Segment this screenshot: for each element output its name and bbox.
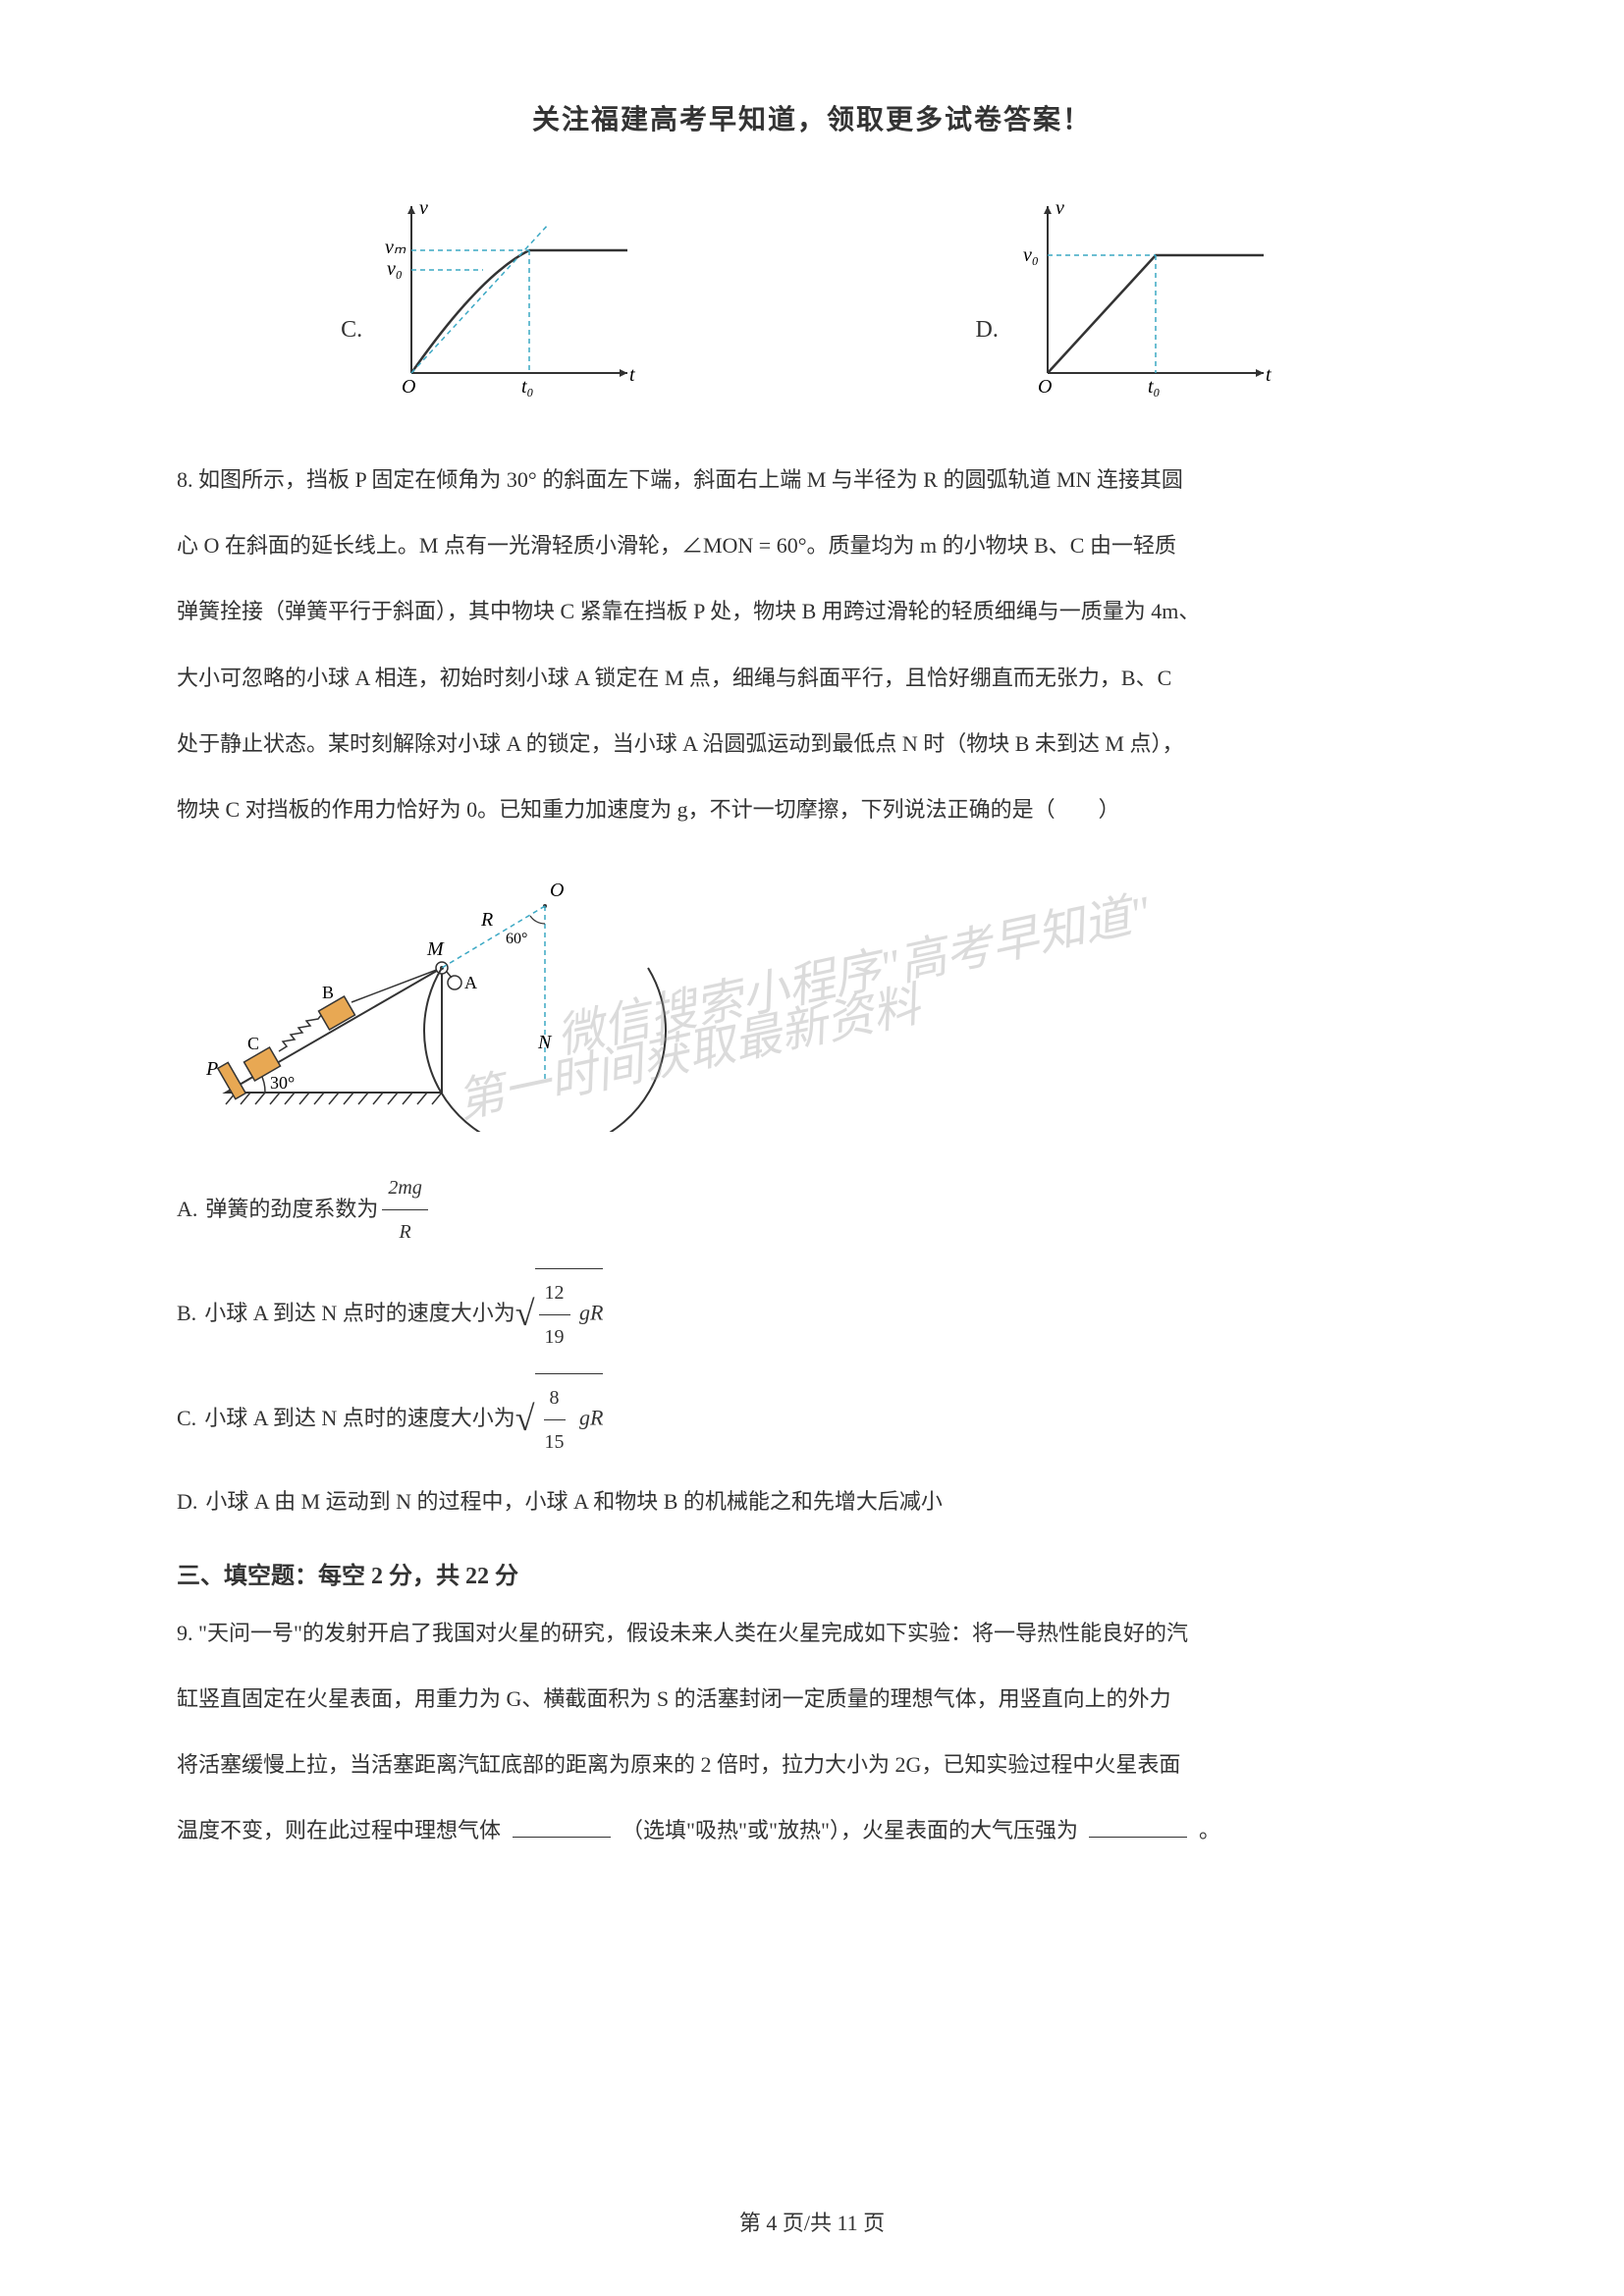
option-d-label: D.	[177, 1478, 197, 1525]
q8-line3: 弹簧拴接（弹簧平行于斜面），其中物块 C 紧靠在挡板 P 处，物块 B 用跨过滑…	[177, 583, 1447, 639]
graph-d-label: D.	[975, 317, 998, 344]
option-b-text: 小球 A 到达 N 点时的速度大小为	[204, 1290, 515, 1337]
option-c-den: 15	[539, 1420, 570, 1464]
option-b-den: 19	[539, 1315, 570, 1359]
option-d-text: 小球 A 由 M 运动到 N 的过程中，小球 A 和物块 B 的机械能之和先增大…	[205, 1478, 942, 1525]
option-a-text: 弹簧的劲度系数为	[205, 1186, 378, 1233]
page-container: 关注福建高考早知道，领取更多试卷答案！ C. v₀	[0, 0, 1624, 1927]
page-footer: 第 4 页/共 11 页	[0, 2206, 1624, 2237]
q8-line2: 心 O 在斜面的延长线上。M 点有一光滑轻质小滑轮，∠MON = 60°。质量均…	[177, 517, 1447, 573]
label-N: N	[537, 1032, 553, 1053]
q9-text1: "天问一号"的发射开启了我国对火星的研究，假设未来人类在火星完成如下实验：将一导…	[198, 1621, 1188, 1645]
q8-line6: 物块 C 对挡板的作用力恰好为 0。已知重力加速度为 g，不计一切摩擦，下列说法…	[177, 781, 1447, 837]
label-O: O	[550, 880, 564, 901]
option-c-suffix: gR	[579, 1406, 603, 1430]
svg-text:v₀: v₀	[1023, 244, 1039, 266]
option-a-num: 2mg	[382, 1166, 427, 1210]
label-B: B	[322, 983, 334, 1002]
svg-text:vₘ: vₘ	[385, 237, 406, 258]
q9-line1: 9. "天问一号"的发射开启了我国对火星的研究，假设未来人类在火星完成如下实验：…	[177, 1605, 1447, 1661]
option-c-label: C.	[177, 1395, 196, 1442]
option-c: C. 小球 A 到达 N 点时的速度大小为 √ 8 15 gR	[177, 1373, 1447, 1464]
option-b-label: B.	[177, 1290, 196, 1337]
q9-line4: 温度不变，则在此过程中理想气体 （选填"吸热"或"放热"），火星表面的大气压强为…	[177, 1802, 1447, 1858]
graphs-row: C. v₀ vₘ t₀ O t	[177, 196, 1447, 402]
label-C: C	[247, 1034, 259, 1053]
q8-line1: 8. 如图所示，挡板 P 固定在倾角为 30° 的斜面左下端，斜面右上端 M 与…	[177, 452, 1447, 507]
option-b-num: 12	[539, 1271, 570, 1315]
label-P: P	[205, 1058, 218, 1080]
svg-text:t₀: t₀	[1148, 376, 1161, 398]
graph-c-label: C.	[341, 317, 362, 344]
blank-2	[1089, 1836, 1187, 1838]
option-b: B. 小球 A 到达 N 点时的速度大小为 √ 12 19 gR	[177, 1268, 1447, 1359]
option-a-den: R	[394, 1210, 417, 1254]
option-b-suffix: gR	[579, 1301, 603, 1325]
page-header: 关注福建高考早知道，领取更多试卷答案！	[177, 98, 1447, 137]
option-d: D. 小球 A 由 M 运动到 N 的过程中，小球 A 和物块 B 的机械能之和…	[177, 1478, 1447, 1525]
graph-c-svg: v₀ vₘ t₀ O t v	[372, 196, 647, 402]
svg-text:O: O	[402, 376, 415, 398]
label-R: R	[480, 909, 493, 931]
svg-text:v: v	[419, 197, 428, 219]
svg-text:v: v	[1056, 197, 1064, 219]
graph-d-svg: v₀ t₀ O t v	[1008, 196, 1283, 402]
svg-text:O: O	[1038, 376, 1052, 398]
graph-d-item: D. v₀ t₀ O t v	[975, 196, 1282, 402]
q9-number: 9.	[177, 1621, 193, 1645]
option-b-sqrt: √ 12 19 gR	[515, 1268, 604, 1359]
q9-line2: 缸竖直固定在火星表面，用重力为 G、横截面积为 S 的活塞封闭一定质量的理想气体…	[177, 1671, 1447, 1727]
option-a: A. 弹簧的劲度系数为 2mg R	[177, 1166, 1447, 1254]
angle-30-label: 30°	[270, 1073, 295, 1093]
blank-1	[513, 1836, 611, 1838]
q9-text4-end: 。	[1199, 1818, 1220, 1842]
label-A: A	[464, 973, 477, 992]
graph-c-item: C. v₀ vₘ t₀ O t	[341, 196, 647, 402]
q9-text4-mid: （选填"吸热"或"放热"），火星表面的大气压强为	[622, 1818, 1078, 1842]
angle-60-label: 60°	[506, 931, 527, 947]
q8-number: 8.	[177, 467, 193, 492]
q8-line4: 大小可忽略的小球 A 相连，初始时刻小球 A 锁定在 M 点，细绳与斜面平行，且…	[177, 650, 1447, 706]
svg-text:t: t	[629, 364, 635, 386]
option-c-text: 小球 A 到达 N 点时的速度大小为	[204, 1395, 515, 1442]
q8-diagram-svg: 30° P C B M A O	[177, 857, 785, 1132]
q8-diagram-container: 30° P C B M A O	[177, 857, 1447, 1137]
option-a-label: A.	[177, 1186, 197, 1233]
q8-line5: 处于静止状态。某时刻解除对小球 A 的锁定，当小球 A 沿圆弧运动到最低点 N …	[177, 716, 1447, 772]
label-M: M	[426, 938, 445, 960]
q8-text1: 如图所示，挡板 P 固定在倾角为 30° 的斜面左下端，斜面右上端 M 与半径为…	[198, 467, 1183, 492]
svg-text:t₀: t₀	[521, 376, 534, 398]
section3-title: 三、填空题：每空 2 分，共 22 分	[177, 1556, 1447, 1590]
option-c-num: 8	[544, 1376, 566, 1420]
option-a-formula: 2mg R	[382, 1166, 427, 1254]
svg-text:v₀: v₀	[387, 258, 403, 280]
option-c-sqrt: √ 8 15 gR	[515, 1373, 604, 1464]
q9-text4-pre: 温度不变，则在此过程中理想气体	[177, 1818, 501, 1842]
q9-line3: 将活塞缓慢上拉，当活塞距离汽缸底部的距离为原来的 2 倍时，拉力大小为 2G，已…	[177, 1736, 1447, 1792]
svg-text:t: t	[1266, 364, 1272, 386]
